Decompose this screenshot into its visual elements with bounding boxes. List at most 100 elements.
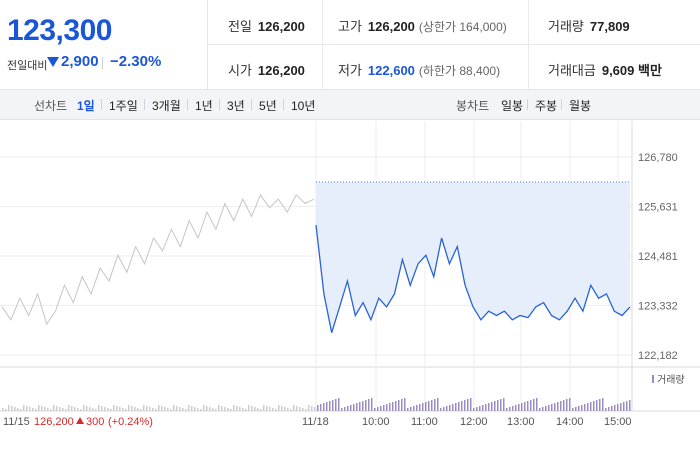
volume-bar <box>551 404 553 411</box>
tab-3month[interactable]: 3개월 <box>152 99 181 113</box>
stat-high: 고가 126,200 (상한가 164,000) <box>338 16 507 35</box>
volume-bar <box>209 407 211 411</box>
decline-fill-area <box>316 181 630 333</box>
volume-bar <box>83 405 85 411</box>
volume-bar <box>305 409 307 411</box>
tab-daily-candle[interactable]: 일봉 <box>501 99 524 113</box>
volume-bar <box>284 407 286 411</box>
tab-weekly-candle[interactable]: 주봉 <box>535 99 558 113</box>
volume-bar <box>500 399 502 411</box>
tab-3year[interactable]: 3년 <box>227 99 245 113</box>
tab-1day[interactable]: 1일 <box>77 99 95 113</box>
volume-bar <box>575 407 577 411</box>
volume-bar <box>599 399 601 411</box>
volume-bar <box>620 403 622 411</box>
volume-bar <box>254 407 256 411</box>
volume-bar <box>140 409 142 411</box>
volume-bar <box>446 406 448 411</box>
stat-prev-close: 전일 126,200 <box>228 16 305 35</box>
stat-label: 고가 <box>338 19 362 34</box>
tab-monthly-candle[interactable]: 월봉 <box>569 99 592 113</box>
volume-bar <box>56 406 58 411</box>
stat-value: 9,609 백만 <box>601 63 662 78</box>
volume-bar <box>221 406 223 411</box>
volume-bar <box>602 398 604 411</box>
price-line <box>315 224 631 333</box>
tab-1week[interactable]: 1주일 <box>109 99 138 113</box>
volume-bar <box>245 409 247 411</box>
price-chart: 126,780 125,631 124,481 123,332 122,182 거래량 11… <box>0 121 700 450</box>
volume-bar <box>428 401 430 411</box>
volume-bar <box>89 407 91 411</box>
volume-bar <box>560 401 562 411</box>
volume-bar <box>128 405 130 411</box>
x-tick-label: 15:00 <box>604 416 632 428</box>
volume-bar <box>488 403 490 411</box>
volume-bar <box>20 409 22 411</box>
volume-legend-swatch <box>652 375 654 383</box>
price-block: 123,300 전일대비 2,900 −2.30% <box>0 0 208 90</box>
volume-bar <box>437 398 439 411</box>
volume-bar <box>401 399 403 411</box>
volume-bar <box>167 408 169 411</box>
volume-bar <box>494 401 496 411</box>
volume-bar <box>419 404 421 411</box>
volume-bar <box>515 405 517 411</box>
up-triangle-icon <box>76 417 84 424</box>
x-tick-label: 14:00 <box>556 416 584 428</box>
volume-bar <box>257 408 259 411</box>
divider <box>208 44 700 45</box>
stat-label: 전일 <box>228 19 252 34</box>
stat-label: 시가 <box>228 63 252 78</box>
volume-bar <box>521 403 523 411</box>
volume-bar <box>227 408 229 411</box>
tab-5year[interactable]: 5년 <box>259 99 277 113</box>
tab-1year[interactable]: 1년 <box>195 99 213 113</box>
x-tick-label: 13:00 <box>507 416 535 428</box>
volume-bar <box>200 409 202 411</box>
divider <box>219 99 220 110</box>
volume-bar <box>497 400 499 411</box>
volume-bar <box>17 408 19 411</box>
down-triangle-icon <box>47 57 59 67</box>
y-tick-label: 124,481 <box>638 251 678 263</box>
volume-bar <box>476 407 478 411</box>
volume-bar <box>536 398 538 411</box>
volume-bar <box>353 404 355 411</box>
stat-value: 126,200 <box>367 19 415 34</box>
volume-bar <box>416 405 418 411</box>
volume-bar <box>119 407 121 411</box>
volume-bar <box>542 407 544 411</box>
volume-bar <box>179 407 181 411</box>
volume-bar <box>80 409 82 411</box>
volume-bar <box>152 408 154 411</box>
volume-bar <box>290 409 292 411</box>
x-tick-label: 11/15 <box>3 416 30 428</box>
volume-bar <box>518 404 520 411</box>
volume-bar <box>41 406 43 411</box>
volume-bar <box>239 407 241 411</box>
volume-bar <box>350 405 352 411</box>
volume-bar <box>224 407 226 411</box>
x-tick-label: 10:00 <box>362 416 390 428</box>
volume-bar <box>110 409 112 411</box>
volume-bar <box>359 402 361 411</box>
volume-bar <box>206 406 208 411</box>
y-tick-label: 123,332 <box>638 301 678 313</box>
volume-bar <box>344 407 346 411</box>
tab-10year[interactable]: 10년 <box>291 99 316 113</box>
volume-bar <box>434 399 436 411</box>
y-tick-label: 122,182 <box>638 350 678 362</box>
volume-bar <box>410 407 412 411</box>
volume-bar <box>470 398 472 411</box>
volume-bar <box>431 400 433 411</box>
chart-tabs-bar: 선차트 1일 1주일 3개월 1년 3년 5년 10년 봉차트 일봉 주봉 월봉 <box>0 90 700 120</box>
volume-bar <box>116 406 118 411</box>
volume-bar <box>203 405 205 411</box>
volume-bar <box>464 400 466 411</box>
volume-bar <box>509 407 511 411</box>
divider <box>251 99 252 110</box>
volume-bar <box>161 406 163 411</box>
stat-volume: 거래량 77,809 <box>548 16 630 35</box>
change-amount: 2,900 <box>61 53 99 70</box>
